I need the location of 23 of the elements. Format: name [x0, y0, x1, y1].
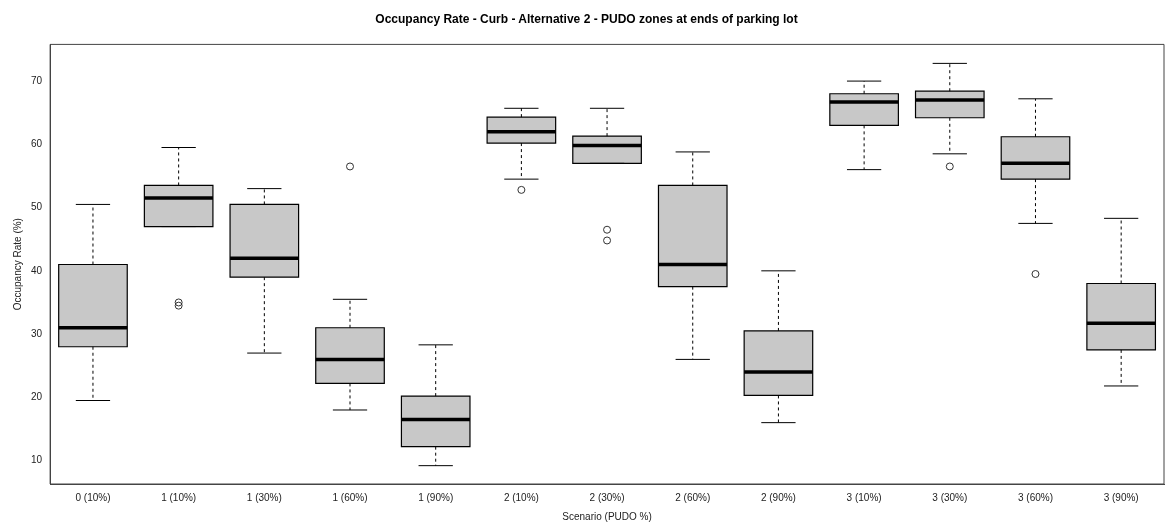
x-tick-label: 3 (90%) [1103, 491, 1139, 503]
y-tick-label: 40 [31, 264, 43, 276]
x-tick-label: 3 (60%) [1017, 491, 1053, 503]
x-tick-label: 0 (10%) [75, 491, 111, 503]
y-tick-label: 60 [31, 138, 43, 150]
y-tick-label: 30 [31, 327, 43, 339]
y-tick-label: 70 [31, 74, 43, 86]
x-tick-label: 1 (30%) [246, 491, 282, 503]
x-tick-label: 2 (10%) [503, 491, 539, 503]
x-tick-label: 2 (90%) [760, 491, 796, 503]
y-tick-label: 20 [31, 391, 43, 403]
x-tick-label: 1 (10%) [161, 491, 197, 503]
y-tick-label: 10 [31, 454, 43, 466]
x-tick-label: 3 (10%) [846, 491, 882, 503]
x-axis-title: Scenario (PUDO %) [562, 510, 652, 522]
x-tick-label: 2 (60%) [675, 491, 711, 503]
chart-title: Occupancy Rate - Curb - Alternative 2 - PUDO zones at ends of parking lot [375, 11, 798, 26]
x-tick-label: 1 (60%) [332, 491, 368, 503]
x-tick-label: 2 (30%) [589, 491, 625, 503]
y-tick-label: 50 [31, 201, 43, 213]
x-tick-label: 1 (90%) [418, 491, 454, 503]
x-tick-label: 3 (30%) [932, 491, 968, 503]
y-axis-title: Occupancy Rate (%) [11, 218, 23, 311]
